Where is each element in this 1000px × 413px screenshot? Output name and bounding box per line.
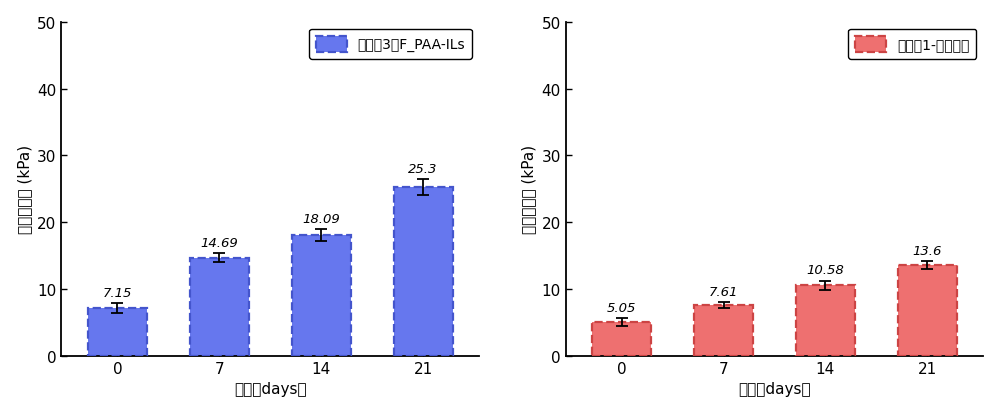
Legend: 对比例3－F_PAA-ILs: 对比例3－F_PAA-ILs: [309, 30, 472, 59]
Bar: [88, 309, 147, 356]
Bar: [694, 305, 753, 356]
Bar: [394, 188, 453, 356]
Bar: [292, 235, 351, 356]
Bar: [88, 309, 147, 356]
Text: 7.61: 7.61: [709, 285, 738, 298]
Bar: [190, 258, 249, 356]
Y-axis label: 冰粘附强度 (kPa): 冰粘附强度 (kPa): [521, 145, 536, 234]
Bar: [796, 285, 855, 356]
Text: 10.58: 10.58: [807, 264, 844, 277]
Text: 14.69: 14.69: [200, 237, 238, 249]
Bar: [592, 323, 651, 356]
Bar: [190, 258, 249, 356]
Legend: 实施例1-凝胶涂层: 实施例1-凝胶涂层: [848, 30, 976, 59]
Bar: [394, 188, 453, 356]
Bar: [898, 266, 957, 356]
Text: 25.3: 25.3: [408, 162, 438, 176]
Text: 7.15: 7.15: [103, 286, 132, 299]
X-axis label: 时间（days）: 时间（days）: [738, 382, 811, 396]
Bar: [592, 323, 651, 356]
Text: 13.6: 13.6: [913, 244, 942, 257]
Bar: [898, 266, 957, 356]
X-axis label: 时间（days）: 时间（days）: [234, 382, 307, 396]
Text: 5.05: 5.05: [607, 301, 636, 314]
Bar: [694, 305, 753, 356]
Text: 18.09: 18.09: [302, 212, 340, 225]
Bar: [292, 235, 351, 356]
Y-axis label: 冰粘附强度 (kPa): 冰粘附强度 (kPa): [17, 145, 32, 234]
Bar: [796, 285, 855, 356]
